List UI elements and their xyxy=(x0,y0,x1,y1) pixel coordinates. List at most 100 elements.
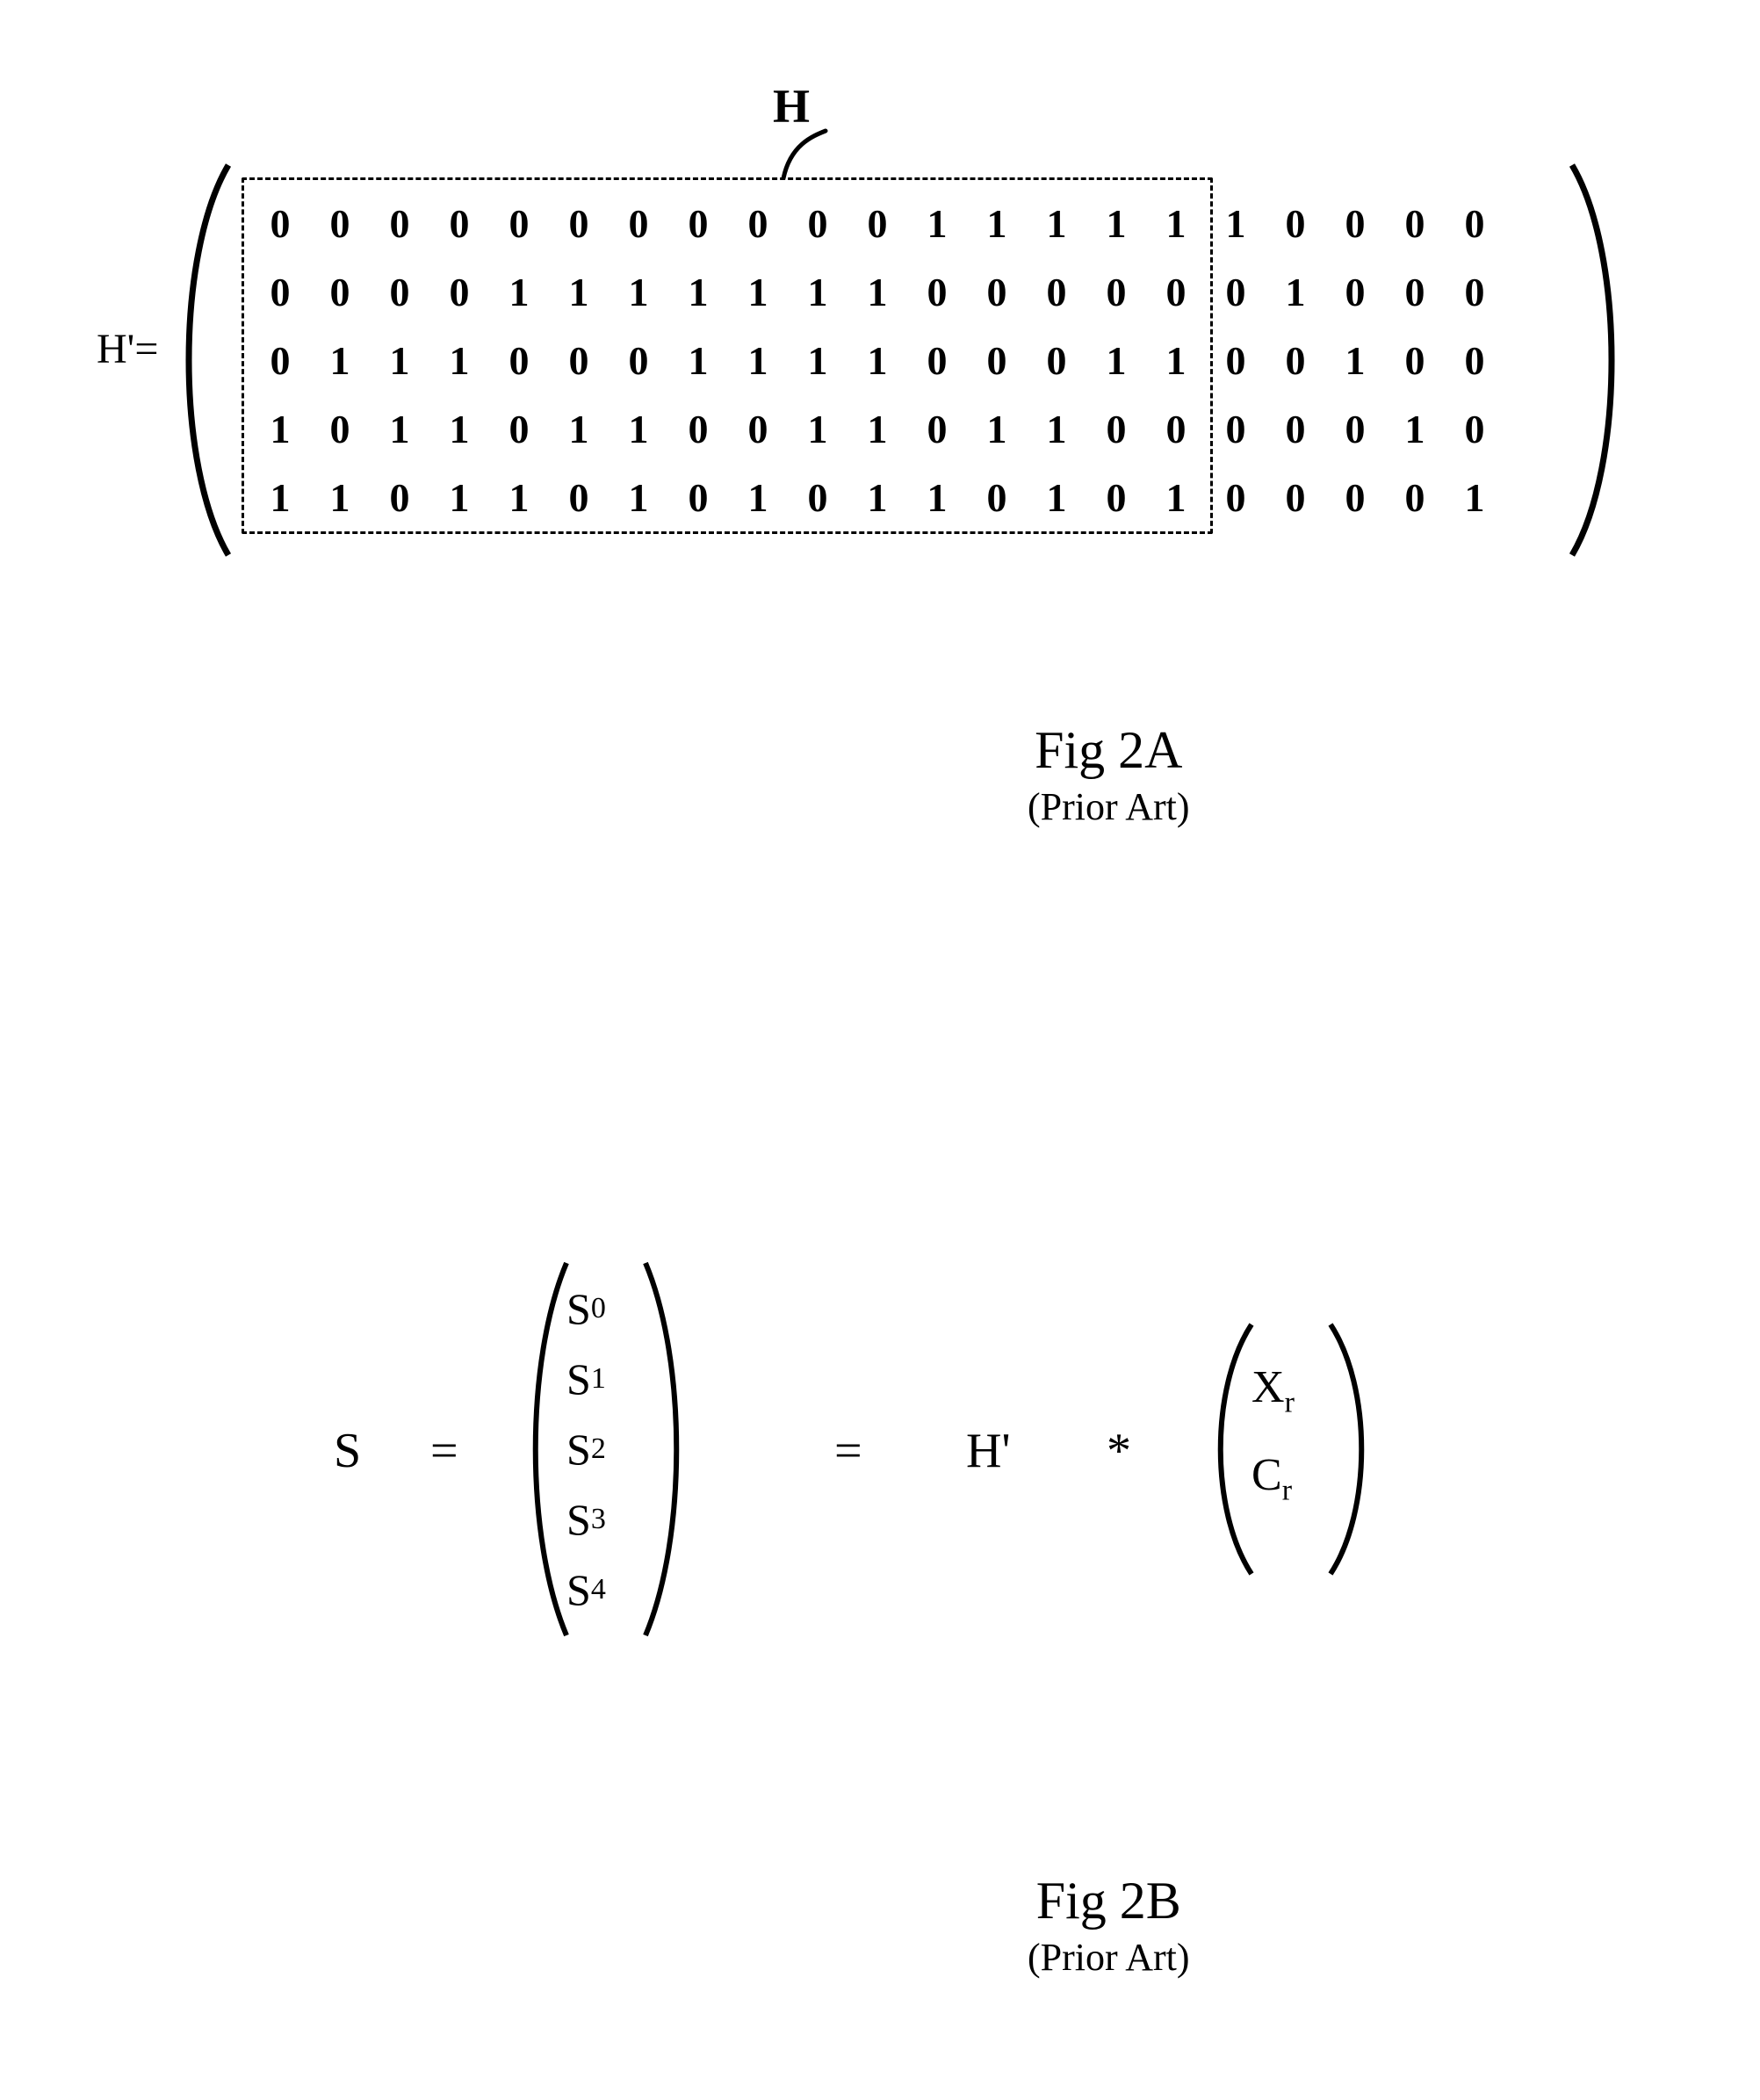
figure-2b-title: Fig 2B xyxy=(1036,1872,1181,1930)
matrix-cell: 1 xyxy=(788,257,848,326)
matrix-cell: 0 xyxy=(549,189,609,257)
matrix-cell: 0 xyxy=(848,189,907,257)
matrix-cell: 0 xyxy=(967,463,1027,531)
s-vector-entry: S1 xyxy=(566,1344,606,1414)
xrcr-paren-right xyxy=(1317,1317,1379,1581)
matrix-cell: 1 xyxy=(429,463,489,531)
matrix-cell: 0 xyxy=(967,257,1027,326)
matrix-cell: 0 xyxy=(1206,257,1266,326)
xrcr-vector-items: XrCr xyxy=(1251,1361,1295,1537)
matrix-cell: 0 xyxy=(549,326,609,394)
multiply-symbol: * xyxy=(1107,1423,1131,1479)
matrix-cell: 0 xyxy=(1027,326,1086,394)
matrix-cell: 0 xyxy=(1325,189,1385,257)
matrix-cell: 1 xyxy=(429,394,489,463)
matrix-cell: 0 xyxy=(1266,326,1325,394)
matrix-cell: 1 xyxy=(728,257,788,326)
matrix-cell: 0 xyxy=(250,326,310,394)
matrix-cell: 0 xyxy=(668,463,728,531)
matrix-cell: 0 xyxy=(1146,394,1206,463)
matrix-cell: 1 xyxy=(848,257,907,326)
matrix-cell: 1 xyxy=(549,394,609,463)
matrix-cell: 1 xyxy=(1146,189,1206,257)
matrix-cell: 0 xyxy=(1086,257,1146,326)
matrix-cell: 0 xyxy=(1266,189,1325,257)
matrix-cell: 1 xyxy=(668,257,728,326)
pointer-h-to-box xyxy=(773,127,852,180)
matrix-cell: 0 xyxy=(370,189,429,257)
matrix-cell: 1 xyxy=(728,463,788,531)
matrix-cell: 0 xyxy=(310,189,370,257)
matrix-cell: 0 xyxy=(429,189,489,257)
matrix-cell: 0 xyxy=(370,463,429,531)
matrix-cell: 1 xyxy=(1266,257,1325,326)
matrix-cell: 1 xyxy=(967,394,1027,463)
matrix-cell: 0 xyxy=(1027,257,1086,326)
hprime-symbol: H' xyxy=(966,1423,1011,1479)
matrix-cell: 0 xyxy=(549,463,609,531)
s-vector-items: S0S1S2S3S4 xyxy=(566,1274,606,1625)
matrix-cell: 1 xyxy=(848,326,907,394)
s-vector-entry: S0 xyxy=(566,1274,606,1344)
matrix-cell: 0 xyxy=(967,326,1027,394)
matrix-cell: 1 xyxy=(250,394,310,463)
matrix-cell: 0 xyxy=(1325,394,1385,463)
figure-2a-subtitle: (Prior Art) xyxy=(1028,784,1190,829)
matrix-cell: 0 xyxy=(1206,463,1266,531)
matrix-cell: 0 xyxy=(489,189,549,257)
matrix-cell: 0 xyxy=(1266,463,1325,531)
submatrix-label-h: H xyxy=(773,79,810,134)
matrix-paren-right xyxy=(1554,158,1634,562)
matrix-cell: 0 xyxy=(250,257,310,326)
matrix-cell: 1 xyxy=(1027,189,1086,257)
matrix-cell: 0 xyxy=(1206,394,1266,463)
s-vector-entry: S3 xyxy=(566,1484,606,1555)
matrix-cell: 1 xyxy=(489,463,549,531)
matrix-cell: 1 xyxy=(1206,189,1266,257)
s-vector-entry: S4 xyxy=(566,1555,606,1625)
figure-2b: S = S0S1S2S3S4 = H' * XrCr xyxy=(334,1247,1423,1686)
hprime-equals-label: H'= xyxy=(97,325,158,373)
matrix-cell: 0 xyxy=(250,189,310,257)
matrix-cell: 0 xyxy=(1086,394,1146,463)
matrix-cell: 0 xyxy=(429,257,489,326)
matrix-cell: 0 xyxy=(1445,326,1504,394)
s-symbol: S xyxy=(334,1423,361,1479)
xrcr-vector-entry: Cr xyxy=(1251,1449,1295,1537)
matrix-cell: 0 xyxy=(370,257,429,326)
matrix-cell: 1 xyxy=(549,257,609,326)
matrix-cell: 0 xyxy=(1325,257,1385,326)
matrix-cell: 1 xyxy=(429,326,489,394)
matrix-cell: 1 xyxy=(310,463,370,531)
matrix-cell: 0 xyxy=(907,326,967,394)
matrix-cell: 0 xyxy=(788,463,848,531)
matrix-cell: 1 xyxy=(370,394,429,463)
matrix-cell: 0 xyxy=(1206,326,1266,394)
matrix-cell: 1 xyxy=(848,463,907,531)
matrix-cell: 1 xyxy=(609,257,668,326)
matrix-cell: 0 xyxy=(489,326,549,394)
matrix-cell: 0 xyxy=(1445,394,1504,463)
matrix-cell: 1 xyxy=(788,394,848,463)
matrix-cell: 0 xyxy=(668,394,728,463)
matrix-cell: 1 xyxy=(1325,326,1385,394)
matrix-cell: 0 xyxy=(1266,394,1325,463)
matrix-cell: 1 xyxy=(788,326,848,394)
xrcr-vector-entry: Xr xyxy=(1251,1361,1295,1449)
matrix-cell: 1 xyxy=(250,463,310,531)
matrix-cell: 0 xyxy=(489,394,549,463)
matrix-cell: 1 xyxy=(1445,463,1504,531)
matrix-cell: 1 xyxy=(848,394,907,463)
matrix-cell: 1 xyxy=(310,326,370,394)
matrix-cell: 1 xyxy=(1146,463,1206,531)
matrix-cell: 1 xyxy=(609,463,668,531)
equals-1: = xyxy=(430,1423,458,1479)
matrix-cell: 1 xyxy=(1086,326,1146,394)
matrix-cell: 0 xyxy=(1445,257,1504,326)
s-vector-paren-right xyxy=(632,1256,694,1642)
s-vector: S0S1S2S3S4 xyxy=(518,1256,694,1642)
matrix-cell: 0 xyxy=(609,189,668,257)
matrix-cell: 0 xyxy=(1146,257,1206,326)
matrix-cell: 1 xyxy=(907,189,967,257)
matrix-cell: 0 xyxy=(1445,189,1504,257)
